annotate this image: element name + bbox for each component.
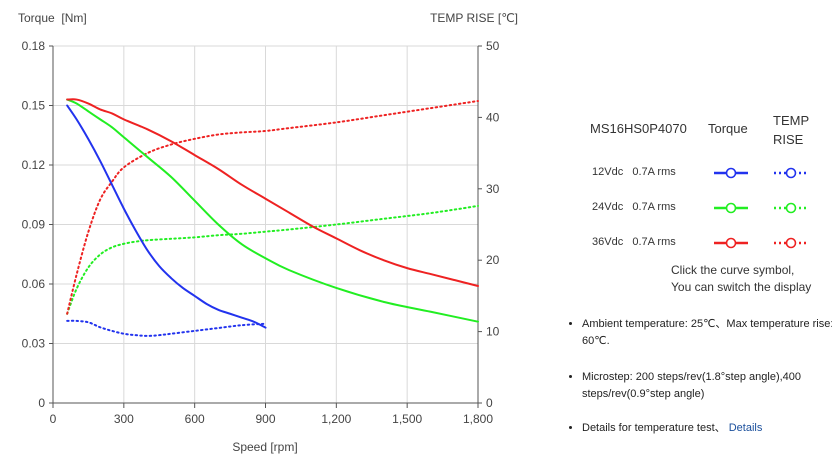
torque-12vdc-line (66, 104, 267, 329)
chart-axes: 00.030.060.090.120.150.180 300 600 900 1,200… (22, 39, 500, 426)
legend-symbol-marker (725, 202, 737, 214)
legend-hint-line2: You can switch the display (671, 280, 812, 294)
y-right-tick-label: 10 (486, 325, 500, 339)
y-right-tick-label: 30 (486, 182, 500, 196)
y-left-tick-label: 0.03 (22, 337, 46, 351)
legend-temp-header-line2: RISE (773, 132, 804, 147)
torque-36vdc-symbol[interactable] (712, 233, 750, 253)
note-microstep: Microstep: 200 steps/rev(1.8°step angle)… (582, 369, 832, 403)
temp-12vdc-line (66, 319, 267, 337)
temp-12vdc-symbol[interactable] (772, 163, 810, 183)
torque-36vdc-line (66, 98, 479, 287)
legend-row-label: 12Vdc 0.7A rms (592, 166, 676, 178)
x-tick-label: 600 (185, 412, 205, 426)
legend-row-label: 36Vdc 0.7A rms (592, 236, 676, 248)
chart-plot-area (66, 98, 479, 337)
y-right-tick-label: 50 (486, 39, 500, 53)
legend-symbol-marker (785, 237, 797, 249)
x-tick-label: 1,800 (463, 412, 493, 426)
y-right-tick-label: 20 (486, 253, 500, 267)
x-tick-label: 0 (50, 412, 57, 426)
y-axis-left-label: Torque [Nm] (18, 11, 87, 25)
legend-row-12vdc: 12Vdc 0.7A rms (568, 163, 832, 183)
legend-row-label: 24Vdc 0.7A rms (592, 201, 676, 213)
legend-torque-header: Torque (708, 121, 748, 136)
temp-24vdc-symbol[interactable] (772, 198, 810, 218)
legend-symbol-marker (725, 237, 737, 249)
temp-36vdc-symbol[interactable] (772, 233, 810, 253)
x-tick-label: 1,500 (392, 412, 422, 426)
chart-grid (52, 45, 479, 404)
x-tick-label: 300 (114, 412, 134, 426)
y-left-tick-label: 0.15 (22, 99, 46, 113)
y-left-tick-label: 0 (38, 396, 45, 410)
legend-row-24vdc: 24Vdc 0.7A rms (568, 198, 832, 218)
details-link[interactable]: Details (728, 422, 763, 434)
torque-24vdc-symbol[interactable] (712, 198, 750, 218)
legend-temp-header: TEMP RISE (773, 111, 809, 157)
temp-24vdc-line (66, 204, 479, 315)
legend-hint-line1: Click the curve symbol, (671, 263, 795, 277)
torque-12vdc-symbol[interactable] (712, 163, 750, 183)
legend-symbol-marker (785, 167, 797, 179)
notes-list: Ambient temperature: 25℃、Max temperature… (568, 316, 832, 454)
y-left-tick-label: 0.09 (22, 218, 46, 232)
note-details-text: Details for temperature test、 (582, 422, 726, 434)
y-axis-right-label: TEMP RISE [℃] (430, 11, 518, 25)
legend-symbol-marker (725, 167, 737, 179)
legend-row-36vdc: 36Vdc 0.7A rms (568, 233, 832, 253)
torque-speed-chart: 00.030.060.090.120.150.180 300 600 900 1,200… (18, 11, 518, 454)
legend-temp-header-line1: TEMP (773, 113, 810, 128)
temp-36vdc-line (66, 99, 479, 315)
x-tick-label: 900 (255, 412, 275, 426)
legend-model-name: MS16HS0P4070 (590, 121, 687, 136)
note-details: Details for temperature test、 Details (582, 420, 832, 437)
y-right-tick-label: 0 (486, 396, 493, 410)
y-left-tick-label: 0.06 (22, 277, 46, 291)
legend-hint: Click the curve symbol, You can switch t… (671, 262, 811, 296)
x-axis-label: Speed [rpm] (232, 440, 297, 454)
torque-24vdc-line (66, 98, 479, 323)
y-right-tick-label: 40 (486, 110, 500, 124)
y-left-tick-label: 0.12 (22, 158, 46, 172)
y-left-tick-label: 0.18 (22, 39, 46, 53)
note-ambient: Ambient temperature: 25℃、Max temperature… (582, 316, 832, 350)
legend-symbol-marker (785, 202, 797, 214)
x-tick-label: 1,200 (321, 412, 351, 426)
